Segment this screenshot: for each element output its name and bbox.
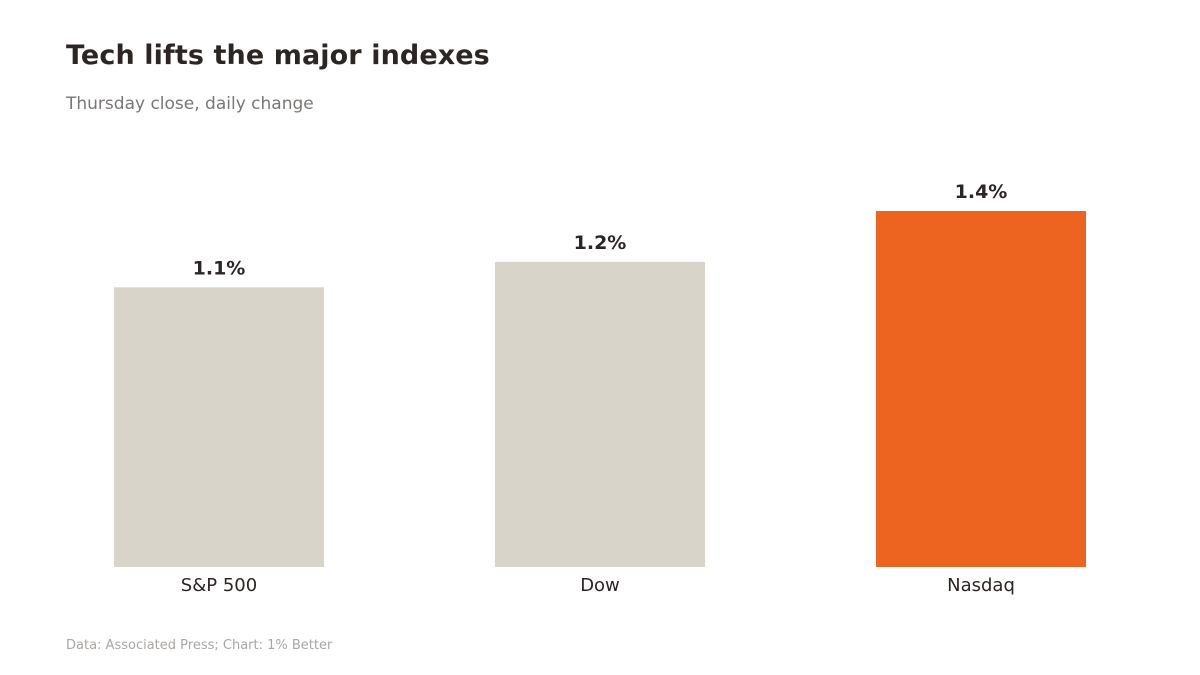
category-label: S&P 500 — [181, 575, 257, 596]
chart-subtitle: Thursday close, daily change — [66, 94, 314, 114]
bar-dow — [495, 261, 705, 567]
bar-s-p-500 — [114, 287, 324, 567]
value-label: 1.4% — [955, 181, 1008, 203]
source-note: Data: Associated Press; Chart: 1% Better — [66, 638, 333, 653]
value-label: 1.2% — [574, 232, 627, 254]
category-label: Dow — [580, 575, 620, 596]
category-label: Nasdaq — [947, 575, 1015, 596]
value-label: 1.1% — [193, 257, 246, 279]
bar-nasdaq — [876, 211, 1086, 567]
chart-title: Tech lifts the major indexes — [66, 40, 490, 71]
